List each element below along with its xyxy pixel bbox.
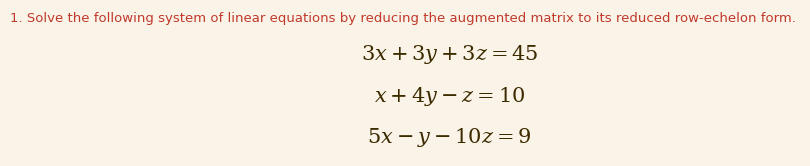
Text: $x + 4y - z = 10$: $x + 4y - z = 10$ — [374, 85, 525, 108]
Text: $5x - y - 10z = 9$: $5x - y - 10z = 9$ — [367, 126, 532, 149]
Text: $3x + 3y + 3z = 45$: $3x + 3y + 3z = 45$ — [360, 43, 539, 66]
Text: 1. Solve the following system of linear equations by reducing the augmented matr: 1. Solve the following system of linear … — [10, 12, 795, 25]
